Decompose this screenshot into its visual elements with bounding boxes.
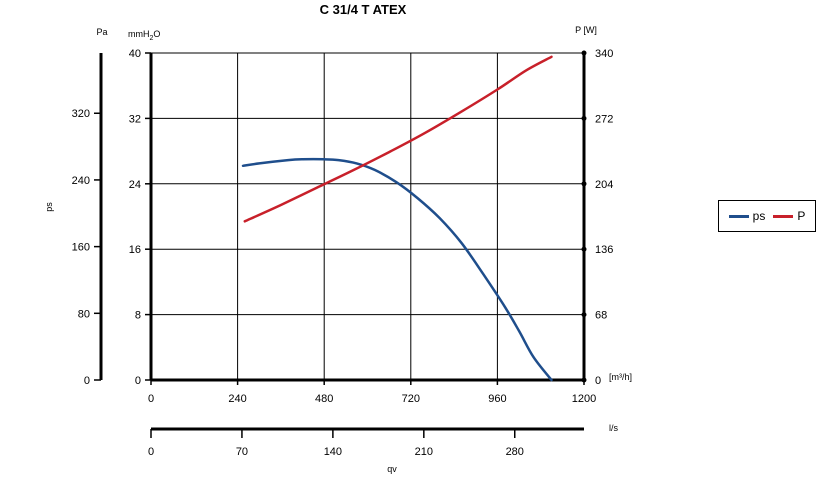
- axes: [99, 53, 586, 431]
- ls-tick-label: 0: [148, 446, 154, 458]
- pa-tick-label: 80: [78, 308, 90, 320]
- qv-axis-label: qv: [387, 464, 397, 474]
- w-tick-mark: [581, 115, 587, 121]
- ls-tick-label: 140: [324, 446, 342, 458]
- w-tick-mark: [581, 181, 587, 187]
- w-tick-label: 136: [595, 244, 613, 256]
- w-tick-label: 204: [595, 179, 613, 191]
- mmh2o-unit-label: mmH2O: [128, 29, 160, 42]
- ls-tick-label: 280: [506, 446, 524, 458]
- legend-item-p: P: [773, 209, 805, 223]
- w-tick-label: 0: [595, 375, 601, 387]
- legend-swatch-p: [773, 214, 794, 218]
- ls-unit-label: l/s: [609, 423, 619, 433]
- legend-item-ps: ps: [728, 209, 766, 223]
- x-tick-label: 240: [228, 393, 246, 405]
- w-tick-mark: [581, 377, 587, 383]
- x-tick-label: 960: [488, 393, 506, 405]
- mm-tick-label: 32: [129, 113, 141, 125]
- series-line-ps: [241, 157, 553, 382]
- pa-tick-label: 320: [72, 108, 90, 120]
- legend-label-ps: ps: [752, 209, 766, 223]
- w-tick-label: 68: [595, 310, 607, 322]
- mm-tick-label: 24: [129, 179, 141, 191]
- series-line-p: [243, 55, 553, 223]
- mm-tick-label: 0: [135, 375, 141, 387]
- x-tick-label: 480: [315, 393, 333, 405]
- legend: ps P: [718, 200, 816, 232]
- grid: [151, 52, 584, 380]
- ls-tick-label: 210: [415, 446, 433, 458]
- mm-tick-label: 16: [129, 244, 141, 256]
- w-tick-mark: [581, 50, 587, 56]
- m3h-unit-label: [m³/h]: [609, 372, 632, 382]
- legend-label-p: P: [797, 209, 806, 223]
- power-unit-label: P [W]: [575, 25, 597, 35]
- w-tick-mark: [581, 246, 587, 252]
- x-tick-label: 1200: [572, 393, 596, 405]
- ps-axis-label: ps: [44, 202, 54, 212]
- w-tick-mark: [581, 312, 587, 318]
- w-tick-label: 272: [595, 113, 613, 125]
- mm-tick-label: 8: [135, 310, 141, 322]
- mm-tick-label: 40: [129, 48, 141, 60]
- ls-tick-label: 70: [236, 446, 248, 458]
- chart-title: C 31/4 T ATEX: [320, 2, 407, 17]
- pa-tick-label: 160: [72, 242, 90, 254]
- pa-tick-label: 240: [72, 175, 90, 187]
- w-tick-label: 340: [595, 48, 613, 60]
- x-tick-label: 720: [402, 393, 420, 405]
- x-tick-label: 0: [148, 393, 154, 405]
- legend-swatch-ps: [728, 214, 749, 218]
- pa-tick-label: 0: [84, 375, 90, 387]
- series-lines: [241, 55, 553, 382]
- pa-unit-label: Pa: [96, 27, 107, 37]
